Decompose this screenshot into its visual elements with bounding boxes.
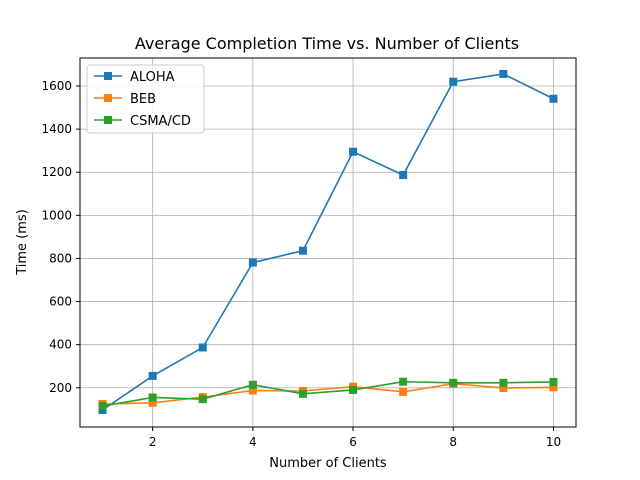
data-point-csma-cd bbox=[148, 393, 157, 402]
legend-item-beb: BEB bbox=[94, 92, 156, 107]
data-point-beb bbox=[148, 398, 157, 407]
chart-title: Average Completion Time vs. Number of Cl… bbox=[135, 34, 519, 53]
data-point-beb bbox=[549, 383, 558, 392]
x-tick-label: 8 bbox=[449, 435, 457, 449]
y-tick-label: 200 bbox=[49, 381, 72, 395]
legend-label: ALOHA bbox=[130, 70, 175, 85]
y-tick-label: 1000 bbox=[41, 208, 72, 222]
legend-marker bbox=[104, 116, 112, 124]
y-tick-label: 600 bbox=[49, 295, 72, 309]
data-point-aloha bbox=[499, 69, 508, 78]
data-point-aloha bbox=[148, 371, 157, 380]
data-point-beb bbox=[399, 387, 408, 396]
data-point-beb bbox=[248, 386, 257, 395]
legend-marker bbox=[104, 94, 112, 102]
plot-frame bbox=[79, 57, 577, 428]
x-tick-label: 4 bbox=[249, 435, 257, 449]
data-point-aloha bbox=[198, 343, 207, 352]
data-point-csma-cd bbox=[198, 395, 207, 404]
legend-item-aloha: ALOHA bbox=[94, 70, 175, 85]
series-line-csma-cd bbox=[102, 380, 554, 407]
grid bbox=[80, 58, 576, 427]
legend-label: BEB bbox=[130, 92, 156, 107]
data-point-csma-cd bbox=[349, 385, 358, 394]
data-point-csma-cd bbox=[248, 380, 257, 389]
series-layer bbox=[98, 69, 558, 414]
data-point-aloha bbox=[449, 77, 458, 86]
data-point-aloha bbox=[549, 94, 558, 103]
x-tick-label: 2 bbox=[149, 435, 157, 449]
data-point-csma-cd bbox=[399, 377, 408, 386]
y-tick-label: 1600 bbox=[41, 79, 72, 93]
x-axis-label: Number of Clients bbox=[269, 456, 387, 471]
data-point-aloha bbox=[349, 147, 358, 156]
data-point-csma-cd bbox=[98, 402, 107, 411]
data-point-csma-cd bbox=[449, 378, 458, 387]
y-tick-label: 1400 bbox=[41, 122, 72, 136]
data-point-aloha bbox=[298, 246, 307, 255]
y-axis-label: Time (ms) bbox=[15, 209, 30, 276]
axis-ticks: 2 4 6 8 10 200 400 600 800 1000 1200 1400 1600 bbox=[41, 79, 561, 449]
legend-item-csma-cd: CSMA/CD bbox=[94, 114, 191, 129]
legend-box bbox=[86, 64, 205, 134]
data-point-csma-cd bbox=[298, 389, 307, 398]
data-point-aloha bbox=[248, 258, 257, 267]
legend-marker bbox=[104, 72, 112, 80]
data-point-csma-cd bbox=[549, 377, 558, 386]
legend: ALOHA BEB CSMA/CD bbox=[86, 64, 205, 134]
series-aloha bbox=[98, 69, 558, 414]
y-tick-label: 400 bbox=[49, 338, 72, 352]
x-tick-label: 10 bbox=[546, 435, 561, 449]
legend-label: CSMA/CD bbox=[130, 114, 191, 129]
data-point-csma-cd bbox=[499, 378, 508, 387]
y-tick-label: 1200 bbox=[41, 165, 72, 179]
series-line-aloha bbox=[102, 73, 554, 411]
data-point-aloha bbox=[399, 171, 408, 180]
x-tick-label: 6 bbox=[349, 435, 357, 449]
y-tick-label: 800 bbox=[49, 251, 72, 265]
series-line-beb bbox=[102, 382, 554, 405]
data-point-beb bbox=[499, 383, 508, 392]
series-csma-cd bbox=[98, 377, 558, 411]
